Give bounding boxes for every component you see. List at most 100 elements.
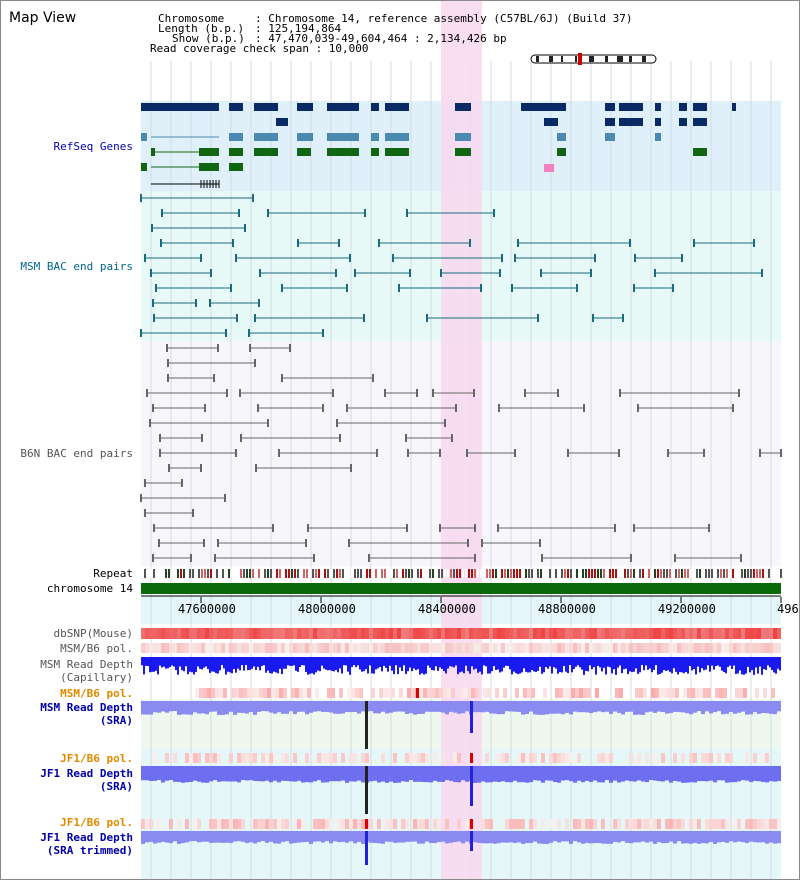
jf1-sra-depth [149,766,153,781]
repeat-mark [669,569,671,578]
track-label-jf1-b6-pol-2[interactable]: JF1/B6 pol. [60,816,133,829]
repeat-mark [276,569,278,578]
msm-cap-depth [493,657,495,667]
track-label-msm-bac[interactable]: MSM BAC end pairs [20,260,133,273]
msm-pol-bin [473,643,477,653]
msm-pol-bin [677,643,681,653]
msm-pol-bin [329,643,333,653]
msm-pol2-bin [471,688,475,698]
track-label-msm-b6-pol-1[interactable]: MSM/B6 pol. [60,642,133,655]
jf1-trim-depth [549,831,553,843]
jf1-trim-depth [617,831,621,843]
dbsnp-bin [489,628,493,639]
jf1-trim-depth [721,831,725,842]
msm-pol2-bin [279,688,283,698]
jf1-pol2-bin [341,819,345,829]
jf1-sra-depth [745,766,749,781]
msm-cap-depth [525,657,527,672]
refseq-gene [655,103,661,111]
msm-cap-depth [267,657,269,671]
jf1-trim-depth [497,831,501,844]
msm-cap-depth [273,657,275,672]
repeat-mark [561,569,563,578]
jf1-trim-depth [733,831,737,843]
dbsnp-bin [417,628,421,639]
track-label-jf1-b6-pol-1[interactable]: JF1/B6 pol. [60,752,133,765]
msm-pol2-bin [467,688,471,698]
msm-cap-depth [623,657,625,670]
repeat-mark [300,569,302,578]
msm-cap-depth [293,657,295,666]
msm-pol2-bin [715,688,719,698]
track-label-jf1-trimmed[interactable]: JF1 Read Depth [40,831,133,844]
chromosome-value: : Chromosome 14, reference assembly (C57… [255,12,633,25]
track-label-msm-depth-sra[interactable]: MSM Read Depth [40,701,133,714]
refseq-gene [544,118,558,126]
track-label-msm-depth-cap[interactable]: MSM Read Depth [40,658,133,671]
jf1-pol2-bin [425,819,429,829]
repeat-mark [390,569,392,578]
msm-pol2-bin [223,688,227,698]
msm-sra-depth [357,701,361,714]
jf1-sra-depth [537,766,541,781]
msm-cap-depth [149,657,151,673]
msm-cap-depth [271,657,273,674]
repeat-mark [228,569,230,578]
msm-sra-depth [685,701,689,714]
track-label-refseq[interactable]: RefSeq Genes [53,140,133,153]
repeat-mark [360,569,362,578]
msm-pol2-bin [463,688,467,698]
repeat-mark [615,569,617,578]
jf1-pol2-bin [713,819,717,829]
msm-sra-depth [209,701,213,712]
repeat-mark [726,569,728,578]
jf1-sra-depth [613,766,617,781]
msm-pol-bin [233,643,237,653]
jf1-sra-depth [181,766,185,783]
jf1-trim-depth [161,831,165,842]
track-label-b6n-bac[interactable]: B6N BAC end pairs [20,447,133,460]
msm-cap-depth [411,657,413,672]
track-label-dbsnp[interactable]: dbSNP(Mouse) [53,627,133,640]
msm-cap-depth [685,657,687,673]
msm-pol-bin [401,643,405,653]
jf1-trim-depth [197,831,201,843]
ideogram-band [617,56,623,62]
track-label-chromosome[interactable]: chromosome 14 [46,582,133,595]
msm-sra-depth [337,701,341,714]
jf1-sra-depth [581,766,585,783]
msm-sra-depth [257,701,261,712]
msm-sra-depth [441,701,445,713]
jf1-trim-depth [401,831,405,843]
repeat-mark [273,569,275,578]
track-label-jf1-depth-sra[interactable]: JF1 Read Depth [40,767,133,780]
jf1-sra-depth [269,766,273,783]
track-label-repeat[interactable]: Repeat [93,567,133,580]
track-label-msm-b6-pol-2[interactable]: MSM/B6 pol. [60,687,133,700]
jf1-pol2-peak [470,819,473,829]
msm-cap-depth [609,657,611,668]
jf1-sra-depth [437,766,441,782]
jf1-trim-depth [773,831,777,844]
msm-cap-depth [455,657,457,666]
jf1-sra-depth [277,766,281,783]
repeat-mark [201,569,203,578]
repeat-mark [366,569,368,578]
msm-pol2-bin [231,688,235,698]
msm-cap-depth [681,657,683,673]
msm-pol-bin [393,643,397,653]
jf1-pol-bin [597,753,601,763]
jf1-trim-depth [265,831,269,843]
msm-pol2-bin [271,688,275,698]
chromosome-key: Chromosome [158,12,225,25]
repeat-mark [279,569,281,578]
jf1-pol-bin [381,753,385,763]
jf1-sra-depth [201,766,205,783]
msm-cap-depth [627,657,629,675]
jf1-pol-bin [529,753,533,763]
jf1-sra-depth [693,766,697,783]
msm-sra-depth [461,701,465,714]
msm-cap-depth [441,657,443,669]
msm-cap-depth [463,657,465,674]
